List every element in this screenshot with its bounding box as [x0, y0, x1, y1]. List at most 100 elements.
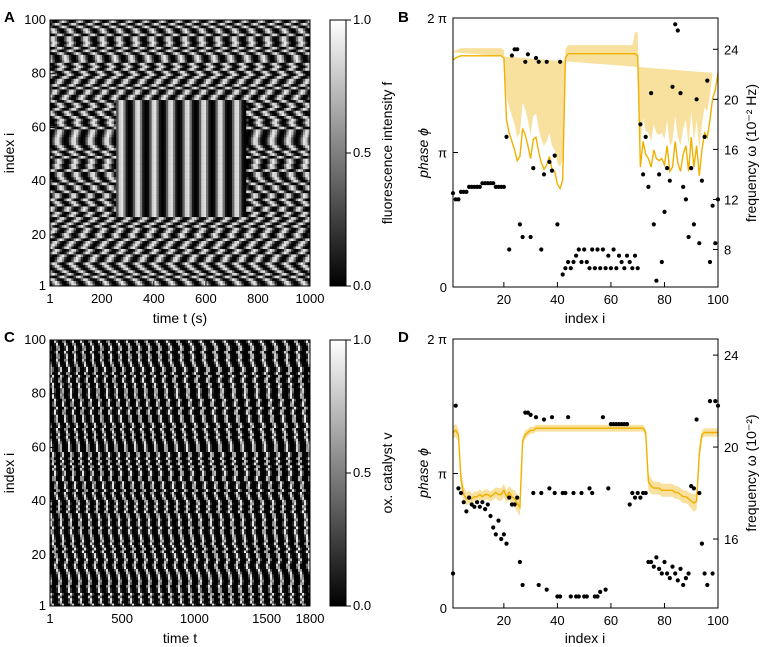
heatmap-cell — [57, 248, 60, 252]
heatmap-cell — [130, 203, 133, 207]
heatmap-cell — [175, 246, 178, 250]
heatmap-cell — [229, 232, 233, 236]
heatmap-cell — [106, 168, 110, 172]
heatmap-cell — [68, 190, 72, 194]
heatmap-cell — [144, 195, 148, 199]
heatmap-cell — [137, 166, 141, 170]
heatmap-cell — [99, 262, 103, 265]
heatmap-cell — [191, 222, 195, 226]
heatmap-cell — [128, 224, 131, 228]
heatmap-cell — [206, 248, 209, 252]
heatmap-cell — [165, 211, 169, 215]
heatmap-cell — [54, 190, 58, 194]
heatmap-cell — [258, 238, 261, 242]
heatmap-cell — [198, 200, 202, 204]
heatmap-cell — [182, 238, 185, 242]
heatmap-cell — [90, 256, 93, 260]
heatmap-cell — [281, 256, 285, 260]
heatmap-cell — [154, 182, 157, 186]
heatmap-cell — [291, 168, 294, 172]
heatmap-cell — [99, 182, 103, 186]
heatmap-cell — [120, 219, 124, 223]
heatmap-cell — [125, 232, 129, 236]
heatmap-cell — [253, 208, 256, 212]
heatmap-cell — [274, 211, 278, 215]
heatmap-cell — [224, 256, 228, 260]
heatmap-cell — [59, 192, 63, 196]
heatmap-cell — [99, 192, 103, 196]
heatmap-cell — [54, 256, 58, 260]
heatmap-cell — [113, 254, 117, 257]
heatmap-cell — [111, 203, 115, 207]
heatmap-cell — [267, 179, 271, 183]
heatmap-cell — [90, 238, 93, 242]
heatmap-cell — [125, 230, 129, 234]
heatmap-cell — [170, 259, 174, 263]
heatmap-cell — [76, 174, 79, 178]
heatmap-cell — [305, 187, 308, 191]
heatmap-cell — [68, 203, 72, 207]
heatmap-cell — [71, 224, 74, 228]
heatmap-cell — [258, 259, 261, 263]
heatmap-cell — [111, 283, 115, 286]
heatmap-cell — [97, 174, 100, 178]
heatmap-cell — [243, 192, 247, 196]
heatmap-cell — [215, 235, 219, 239]
heatmap-cell — [295, 254, 299, 257]
heatmap-cell — [92, 203, 96, 207]
heatmap-cell — [99, 171, 103, 175]
heatmap-cell — [161, 254, 164, 257]
heatmap-cell — [175, 200, 178, 204]
heatmap-cell — [255, 264, 259, 268]
heatmap-cell — [224, 168, 228, 172]
heatmap-cell — [132, 280, 136, 284]
heatmap-cell — [213, 227, 216, 231]
heatmap-cell — [217, 280, 221, 284]
heatmap-cell — [191, 280, 195, 284]
heatmap-cell — [50, 198, 53, 202]
heatmap-cell — [113, 248, 117, 252]
heatmap-cell — [217, 248, 221, 252]
heatmap-cell — [224, 179, 228, 183]
heatmap-cell — [229, 222, 233, 226]
heatmap-cell — [102, 272, 105, 276]
heatmap-cell — [258, 171, 261, 175]
heatmap-cell — [241, 270, 245, 273]
heatmap-cell — [243, 232, 247, 236]
heatmap-cell — [189, 243, 193, 247]
heatmap-cell — [97, 195, 100, 199]
panel-letter-a: A — [4, 9, 15, 26]
heatmap-cell — [130, 187, 133, 191]
heatmap-cell — [85, 216, 89, 220]
heatmap-cell — [274, 272, 278, 276]
heatmap-cell — [215, 216, 219, 220]
heatmap-cell — [291, 275, 294, 279]
heatmap-cell — [99, 246, 103, 250]
heatmap-cell — [217, 211, 221, 215]
heatmap-cell — [175, 270, 178, 273]
heatmap-cell — [111, 214, 115, 218]
heatmap-cell — [220, 243, 223, 247]
heatmap-cell — [203, 243, 207, 247]
heatmap-cell — [229, 198, 233, 202]
heatmap-cell — [123, 256, 126, 260]
heatmap-cell — [187, 264, 190, 268]
heatmap-cell — [102, 256, 105, 260]
heatmap-cell — [68, 195, 72, 199]
heatmap-cell — [97, 280, 100, 284]
heatmap-cell — [302, 214, 306, 218]
heatmap-cell — [156, 246, 159, 250]
heatmap-cell — [210, 176, 214, 180]
heatmap-cell — [80, 211, 84, 215]
heatmap-cell — [250, 248, 254, 252]
heatmap-cell — [154, 211, 157, 215]
heatmap-cell — [184, 235, 188, 239]
heatmap-cell — [220, 256, 223, 260]
heatmap-cell — [177, 187, 181, 191]
heatmap-cell — [281, 278, 285, 281]
heatmap-cell — [234, 184, 237, 188]
heatmap-cell — [286, 280, 289, 284]
heatmap-cell — [170, 198, 174, 202]
heatmap-cell — [116, 235, 119, 239]
heatmap-cell — [146, 238, 150, 242]
